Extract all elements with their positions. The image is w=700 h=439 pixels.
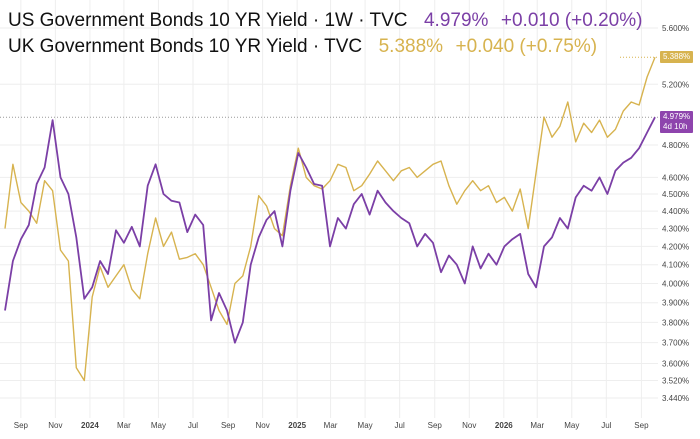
- y-tick-label: 5.600%: [662, 24, 689, 33]
- x-tick-label: Sep: [14, 421, 29, 430]
- x-tick-label: 2026: [495, 421, 513, 430]
- us-last-price-badge: 4.979% 4d 10h: [660, 111, 694, 133]
- x-tick-label: May: [151, 421, 166, 430]
- x-tick-label: Sep: [428, 421, 443, 430]
- series-lines: [4, 57, 656, 382]
- us-countdown-label: 4d 10h: [663, 122, 688, 131]
- y-tick-label: 4.200%: [662, 242, 689, 251]
- x-tick-label: May: [564, 421, 579, 430]
- uk-last-price-label: 5.388%: [663, 52, 691, 61]
- x-tick-label: 2024: [81, 421, 99, 430]
- legend-uk-change: +0.040 (+0.75%): [455, 36, 598, 57]
- y-tick-label: 3.520%: [662, 377, 689, 386]
- y-tick-label: 4.800%: [662, 141, 689, 150]
- uk-yield-line: [4, 57, 656, 382]
- y-tick-label: 3.600%: [662, 359, 689, 368]
- y-tick-label: 4.400%: [662, 207, 689, 216]
- x-tick-label: Jul: [601, 421, 611, 430]
- y-tick-label: 4.100%: [662, 261, 689, 270]
- y-tick-label: 3.900%: [662, 299, 689, 308]
- y-tick-label: 4.500%: [662, 190, 689, 199]
- legend-uk-title: UK Government Bonds 10 YR Yield · TVC: [8, 36, 363, 57]
- legend-us-value: 4.979%: [423, 10, 489, 31]
- legend-us-change: +0.010 (+0.20%): [500, 10, 643, 31]
- grid-lines: [0, 0, 658, 418]
- y-axis: 5.600% 5.200% 4.800% 4.600% 4.500% 4.400% 4.30…: [662, 24, 689, 403]
- us-yield-line: [4, 116, 656, 344]
- y-tick-label: 4.600%: [662, 173, 689, 182]
- x-tick-label: Nov: [256, 421, 270, 430]
- x-axis: Sep Nov 2024 Mar May Jul Sep Nov 2025 Mar May Jul Se…: [14, 421, 649, 430]
- us-last-price-label: 4.979%: [663, 112, 691, 121]
- x-tick-label: Jul: [188, 421, 198, 430]
- x-tick-label: Mar: [324, 421, 338, 430]
- x-tick-label: 2025: [288, 421, 306, 430]
- x-tick-label: Mar: [117, 421, 131, 430]
- x-tick-label: Sep: [221, 421, 236, 430]
- x-tick-label: Sep: [634, 421, 649, 430]
- y-tick-label: 3.800%: [662, 318, 689, 327]
- x-tick-label: Nov: [462, 421, 476, 430]
- x-tick-label: Mar: [530, 421, 544, 430]
- x-tick-label: Nov: [48, 421, 62, 430]
- uk-last-price-badge: 5.388%: [660, 51, 694, 63]
- y-tick-label: 3.440%: [662, 394, 689, 403]
- y-tick-label: 4.000%: [662, 279, 689, 288]
- legend-uk-value: 5.388%: [378, 36, 444, 57]
- legend-us: US Government Bonds 10 YR Yield · 1W · T…: [8, 10, 642, 32]
- x-tick-label: May: [358, 421, 373, 430]
- legend-uk: UK Government Bonds 10 YR Yield · TVC 5.…: [8, 36, 597, 58]
- legend-us-title: US Government Bonds 10 YR Yield · 1W · T…: [8, 10, 408, 31]
- y-tick-label: 3.700%: [662, 339, 689, 348]
- x-tick-label: Jul: [395, 421, 405, 430]
- y-tick-label: 4.300%: [662, 225, 689, 234]
- y-tick-label: 5.200%: [662, 80, 689, 89]
